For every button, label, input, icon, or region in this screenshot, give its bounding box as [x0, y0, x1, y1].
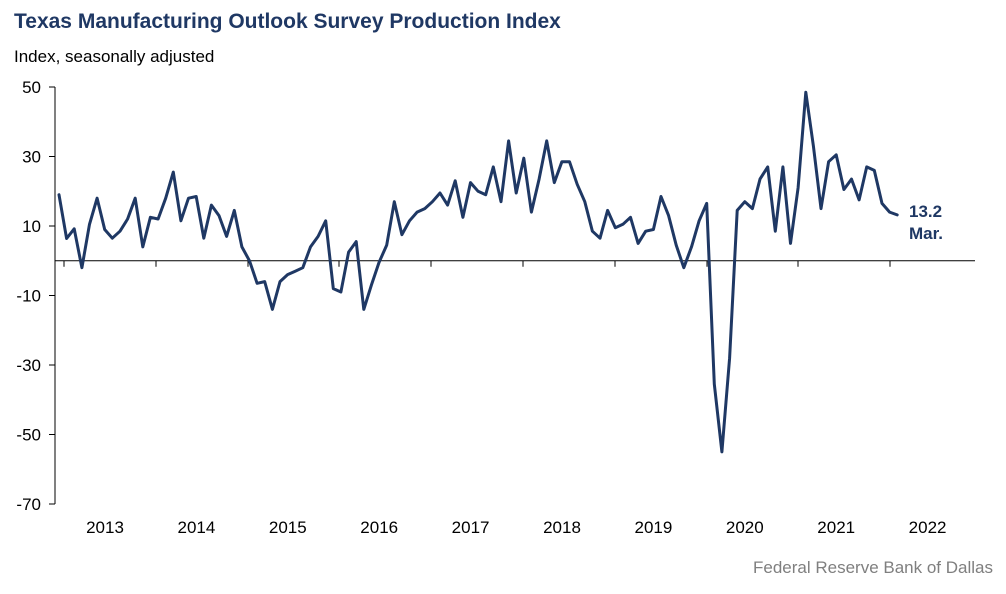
y-tick-label: 50 — [22, 78, 41, 97]
y-tick-label: -70 — [16, 495, 41, 514]
x-tick-label: 2017 — [452, 518, 490, 537]
x-tick-label: 2020 — [726, 518, 764, 537]
y-tick-label: -10 — [16, 287, 41, 306]
x-tick-label: 2013 — [86, 518, 124, 537]
y-tick-label: -50 — [16, 426, 41, 445]
x-tick-label: 2018 — [543, 518, 581, 537]
series-line — [57, 90, 899, 454]
y-tick-label: 30 — [22, 148, 41, 167]
chart-title: Texas Manufacturing Outlook Survey Produ… — [14, 10, 561, 33]
x-tick-label: 2016 — [360, 518, 398, 537]
end-value-label: 13.2 — [909, 202, 942, 221]
end-month-label: Mar. — [909, 224, 943, 243]
source-note: Federal Reserve Bank of Dallas — [752, 558, 993, 577]
x-tick-label: 2014 — [177, 518, 215, 537]
y-tick-label: -30 — [16, 356, 41, 375]
x-tick-label: 2021 — [817, 518, 855, 537]
chart-subtitle: Index, seasonally adjusted — [14, 47, 215, 66]
x-tick-label: 2022 — [909, 518, 947, 537]
x-tick-label: 2019 — [634, 518, 672, 537]
x-tick-label: 2015 — [269, 518, 307, 537]
y-tick-label: 10 — [22, 217, 41, 236]
